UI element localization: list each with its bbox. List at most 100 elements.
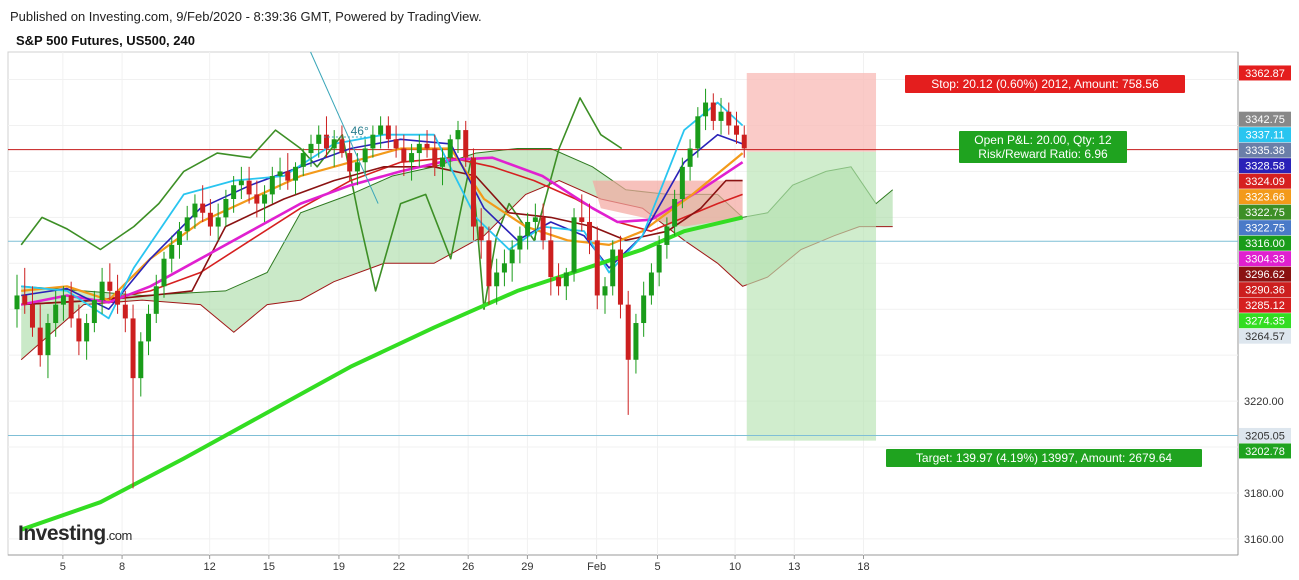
cloud-bear-area <box>592 180 743 227</box>
x-tick-label: 18 <box>857 561 869 573</box>
x-axis: 5 8 12 15 19 22 26 29 Feb 5 10 13 18 <box>60 555 870 573</box>
candle-body <box>525 221 531 236</box>
price-label: 3362.87 <box>1239 65 1291 81</box>
candle-body <box>107 281 113 291</box>
candle <box>176 221 182 259</box>
price-labels: 3362.87 3342.75 3337.11 3335.38 3328.58 3324.… <box>1239 65 1291 459</box>
candle-body <box>323 134 329 149</box>
candle <box>587 203 593 255</box>
price-label-bg <box>1239 251 1291 267</box>
x-tick-label: 5 <box>654 561 660 573</box>
price-label-text: 3342.75 <box>1245 114 1285 126</box>
candle-body <box>138 341 144 379</box>
candle <box>215 203 221 241</box>
candle <box>200 185 206 222</box>
price-label-text: 3323.66 <box>1245 192 1285 204</box>
price-label: 3285.12 <box>1239 297 1291 313</box>
candle-body <box>679 166 685 199</box>
candle-body <box>494 272 500 287</box>
candle <box>548 226 554 296</box>
candle <box>718 97 724 135</box>
candle <box>354 153 360 186</box>
stop-zone <box>746 72 877 152</box>
candle-body <box>440 157 446 167</box>
investing-logo: Investing.com <box>18 522 132 546</box>
candle-body <box>161 258 167 287</box>
candle-body <box>293 166 299 181</box>
trend-angle-label: 46° <box>351 124 369 138</box>
candle <box>262 185 268 222</box>
x-tick-label: 22 <box>393 561 405 573</box>
candle <box>68 281 74 328</box>
candle <box>455 120 461 154</box>
candle <box>192 194 198 229</box>
candle-body <box>610 249 616 287</box>
price-label: 3322.75 <box>1239 204 1291 220</box>
trend-annotation[interactable]: 46° <box>310 51 379 204</box>
x-tick-label: 19 <box>333 561 345 573</box>
price-label: 3264.57 <box>1239 328 1291 344</box>
pnl-label-text: Open P&L: 20.00, Qty: 12 <box>974 133 1112 147</box>
price-label-bg <box>1239 173 1291 189</box>
price-label: 3337.11 <box>1239 127 1291 143</box>
candle <box>347 139 353 181</box>
candle <box>246 166 252 204</box>
candle <box>378 116 384 149</box>
candle <box>540 203 546 250</box>
candle-body <box>486 240 492 287</box>
candle <box>370 125 376 158</box>
candle <box>672 189 678 236</box>
candle <box>501 249 507 287</box>
logo-suffix: .com <box>105 528 133 543</box>
candle <box>339 125 345 158</box>
stop-label-bg <box>905 75 1185 93</box>
price-label-bg <box>1239 282 1291 298</box>
candle-body <box>238 180 244 186</box>
target-label-bg <box>886 449 1202 467</box>
candle-body <box>540 217 546 241</box>
candle <box>494 258 500 305</box>
candle <box>710 93 716 131</box>
candle <box>563 267 569 301</box>
candle <box>617 235 623 319</box>
candle-body <box>424 143 430 149</box>
logo-main: Investing <box>18 522 106 545</box>
candle <box>656 235 662 287</box>
price-label-bg <box>1239 427 1291 443</box>
published-note: Published on Investing.com, 9/Feb/2020 -… <box>10 9 482 24</box>
candle <box>517 226 523 264</box>
price-label-bg <box>1239 142 1291 158</box>
candle <box>509 240 515 282</box>
candle-body <box>308 143 314 154</box>
y-axis: 3160.00 3180.00 3220.00 <box>1244 396 1284 546</box>
candle <box>432 134 438 177</box>
candle <box>741 125 747 158</box>
candle-body <box>378 125 384 135</box>
pnl-label-bg <box>959 131 1127 163</box>
candle <box>45 313 51 379</box>
candle <box>571 208 577 282</box>
candle <box>648 263 654 305</box>
candle <box>486 226 492 305</box>
candle-body <box>432 148 438 167</box>
price-label-text: 3316.00 <box>1245 238 1285 250</box>
candle <box>138 332 144 397</box>
candle-body <box>223 198 229 218</box>
candle-body <box>556 277 562 287</box>
candle-body <box>648 272 654 296</box>
candle-body <box>633 323 639 360</box>
price-label-bg <box>1239 328 1291 344</box>
candle <box>29 286 35 337</box>
candle <box>664 217 670 259</box>
candle-body <box>656 244 662 273</box>
candle-body <box>192 203 198 218</box>
price-label: 3205.05 <box>1239 427 1291 443</box>
candle-body <box>176 231 182 245</box>
price-label-bg <box>1239 297 1291 313</box>
price-label: 3342.75 <box>1239 111 1291 127</box>
price-label: 3274.35 <box>1239 313 1291 329</box>
candle-body <box>532 217 538 222</box>
candle <box>161 251 167 298</box>
